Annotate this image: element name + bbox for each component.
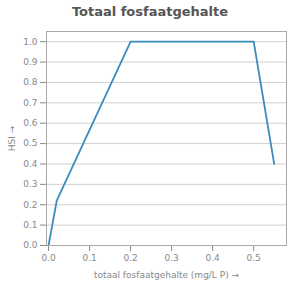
svg-text:0.0: 0.0 (23, 240, 38, 250)
svg-text:0.0: 0.0 (41, 253, 56, 263)
svg-text:0.8: 0.8 (23, 77, 38, 87)
svg-text:totaal fosfaatgehalte (mg/L P): totaal fosfaatgehalte (mg/L P) → (94, 270, 240, 280)
svg-text:0.1: 0.1 (23, 220, 37, 230)
svg-text:0.3: 0.3 (164, 253, 178, 263)
svg-text:0.7: 0.7 (23, 98, 37, 108)
svg-text:0.5: 0.5 (23, 138, 37, 148)
html-text:Totaal fosfaatgehalte: Totaal fosfaatgehalte (71, 4, 229, 19)
svg-text:0.1: 0.1 (82, 253, 96, 263)
svg-text:0.4: 0.4 (23, 159, 38, 169)
svg-text:0.5: 0.5 (247, 253, 261, 263)
svg-text:1.0: 1.0 (23, 37, 38, 47)
svg-text:0.4: 0.4 (205, 253, 220, 263)
svg-text:0.9: 0.9 (23, 57, 38, 67)
svg-text:0.2: 0.2 (23, 200, 37, 210)
svg-text:0.6: 0.6 (23, 118, 38, 128)
svg-text:0.2: 0.2 (123, 253, 137, 263)
svg-text:HSI →: HSI → (7, 125, 17, 151)
svg-text:0.3: 0.3 (23, 179, 37, 189)
